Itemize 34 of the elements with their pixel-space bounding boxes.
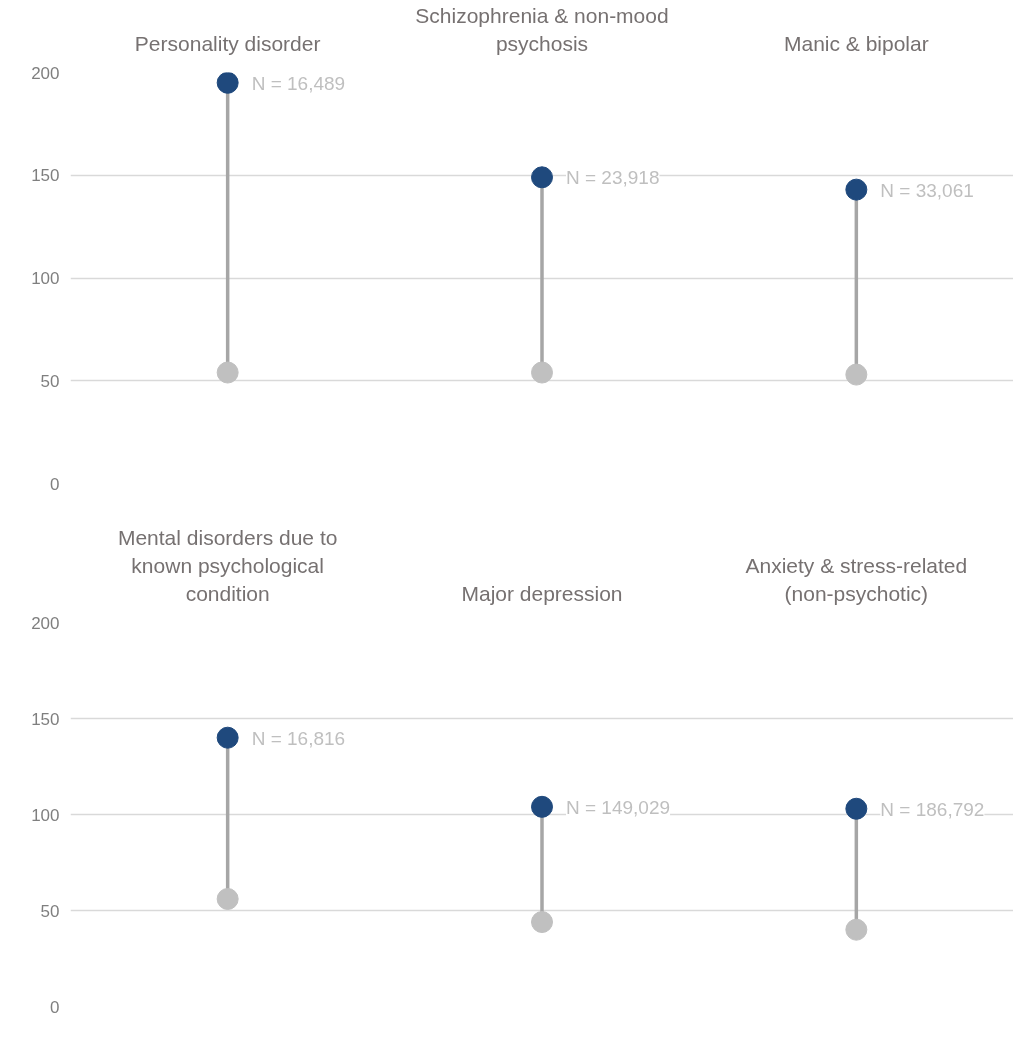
y-tick-label: 50 [40,371,60,391]
point [531,795,553,818]
annotation: N = 16,489 [251,72,346,94]
annotation: N = 33,061 [880,179,974,201]
point [216,361,239,384]
annotation: N = 16,816 [251,727,346,749]
point [845,363,868,386]
x-tick-label: Major depression [461,581,623,605]
point [216,726,239,749]
y-tick-label: 200 [31,613,60,633]
annotation: N = 186,792 [880,798,985,820]
x-tick-label: Anxiety & stress-related (non-psychotic) [745,553,968,605]
y-tick-label: 150 [31,709,60,729]
annotation: N = 23,918 [566,167,660,189]
point [531,166,553,189]
point [216,72,239,94]
x-tick-label: Schizophrenia & non-mood psychosis [415,3,669,55]
annotation: N = 149,029 [566,796,671,818]
y-tick-label: 0 [50,474,60,494]
point [845,797,868,820]
y-tick-label: 200 [31,63,60,83]
point [531,361,553,384]
point [216,888,239,910]
y-tick-label: 100 [31,805,60,825]
x-tick-label: Manic & bipolar [783,31,929,55]
x-tick-label: Mental disorders due to known psychological condition [117,526,338,605]
y-tick-label: 0 [50,997,60,1017]
point [845,918,868,941]
y-tick-label: 100 [31,269,60,288]
x-tick-label: Personality disorder [134,31,321,55]
point [531,911,553,933]
y-tick-label: 150 [31,166,60,186]
y-tick-label: 50 [40,901,60,921]
point [845,178,868,201]
